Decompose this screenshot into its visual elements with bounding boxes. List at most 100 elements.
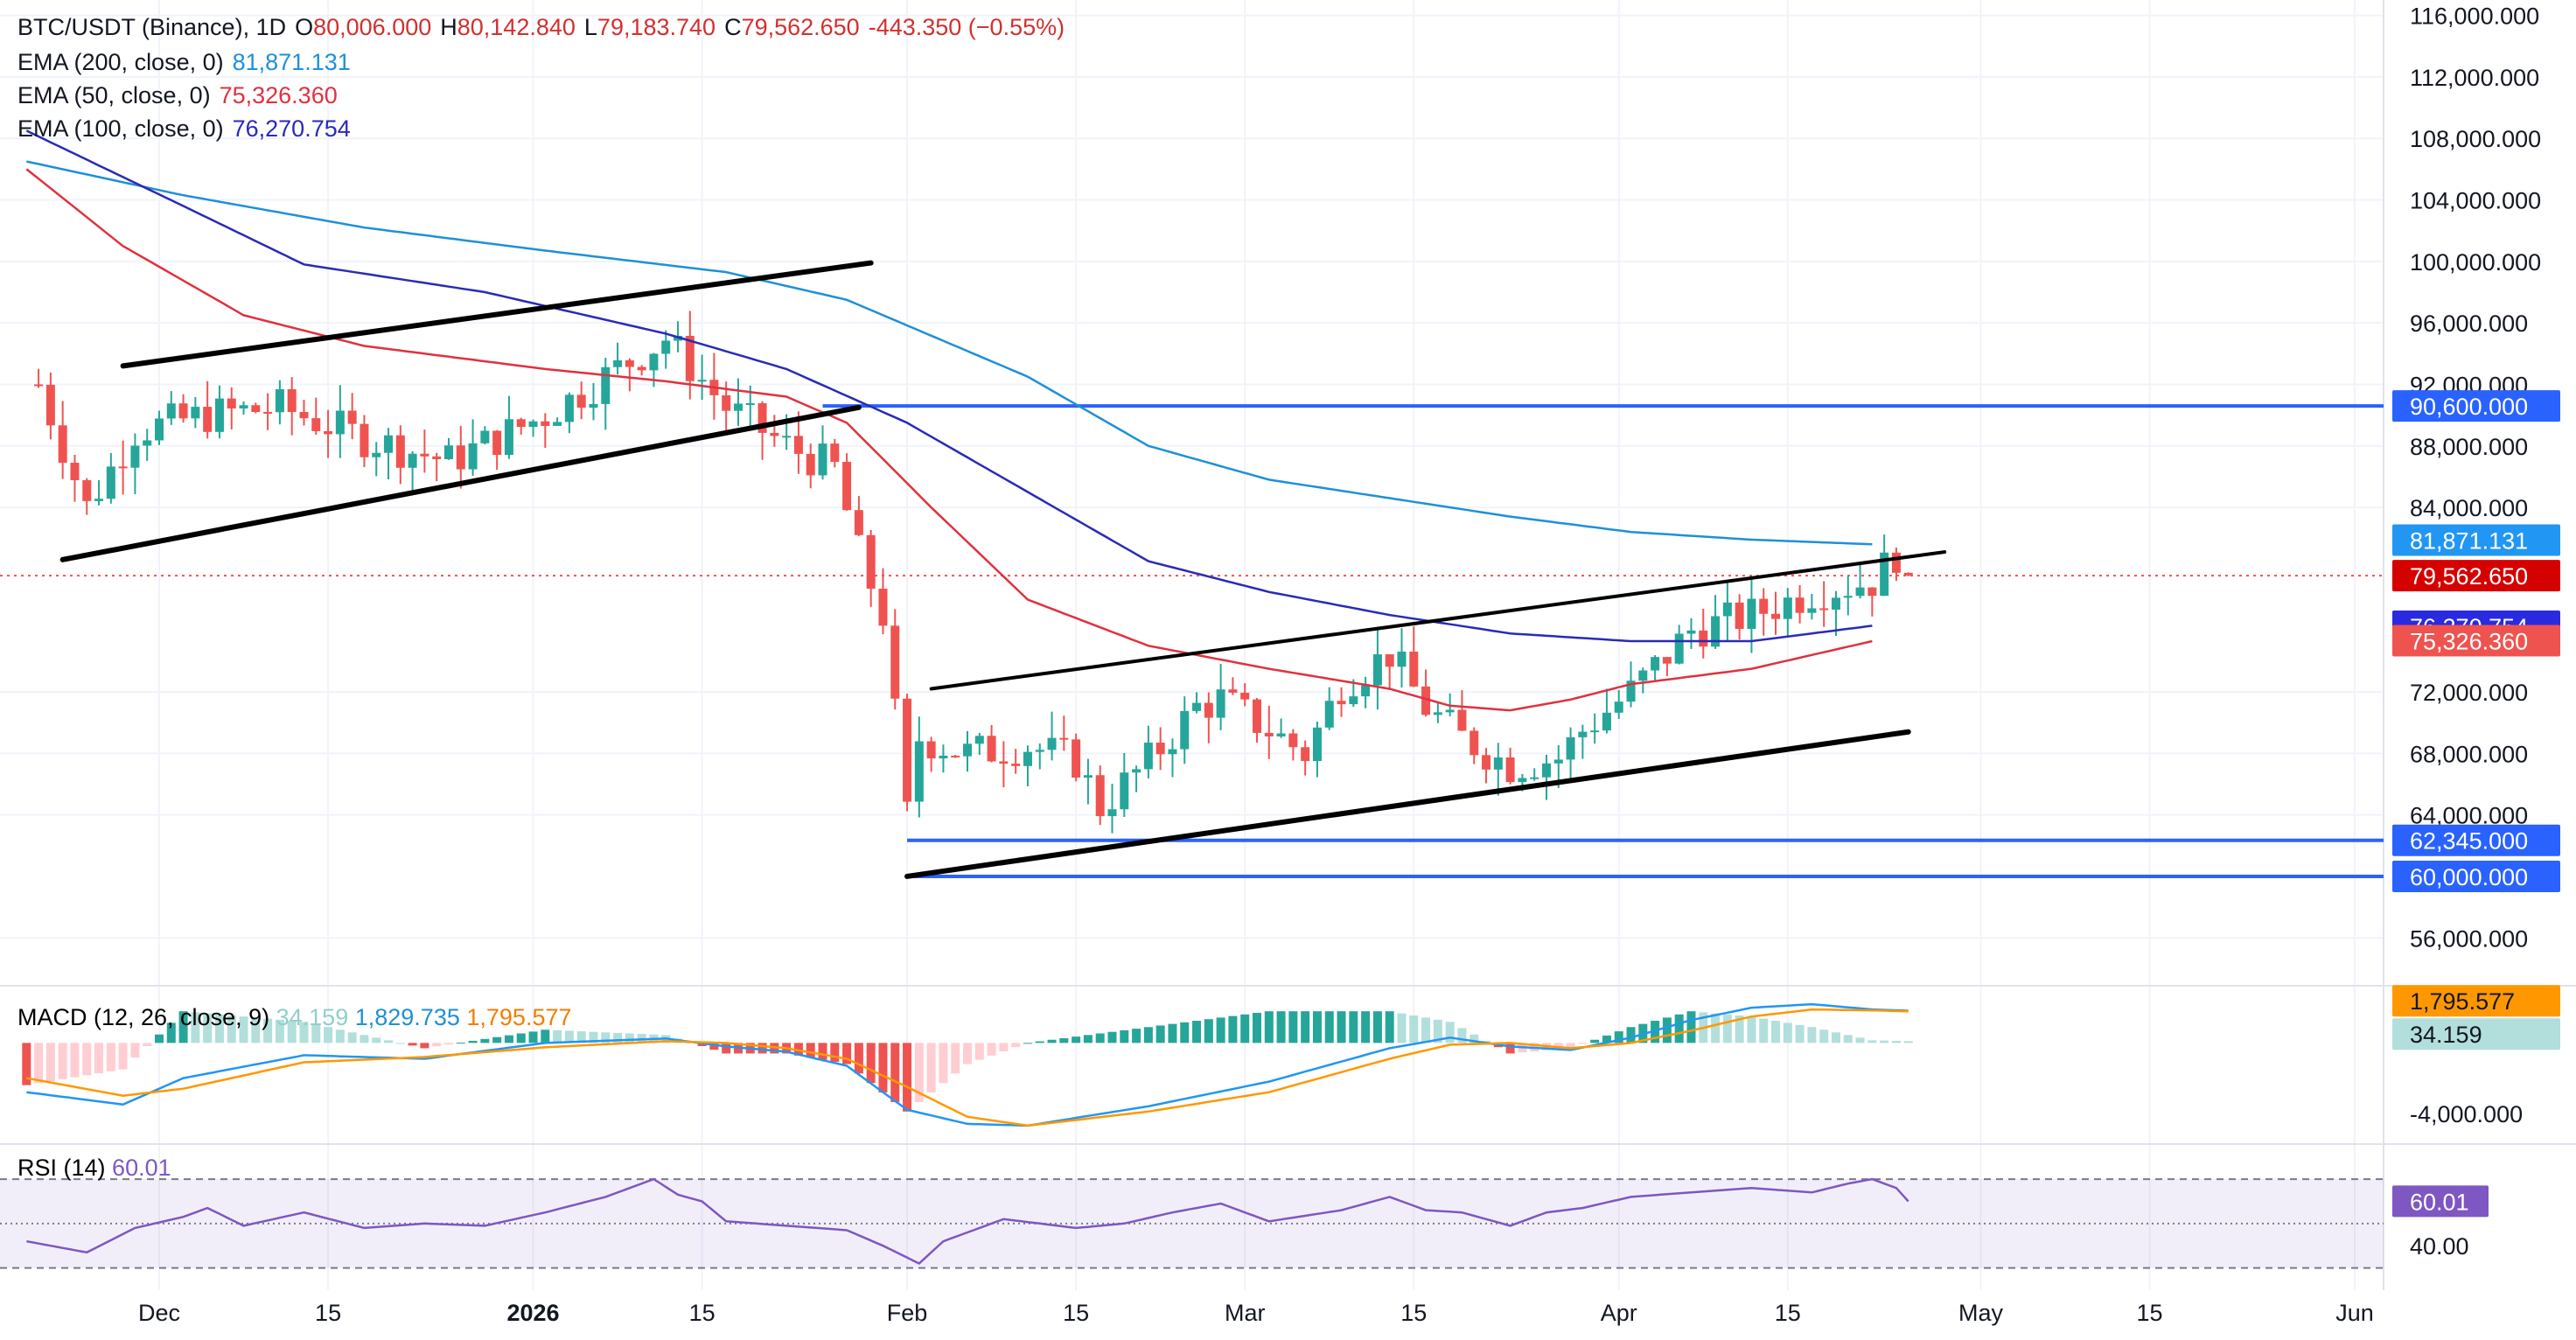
- candle-body: [203, 407, 213, 432]
- level-price-label-bg: [2392, 390, 2560, 422]
- macd-histogram-bar: [1819, 1029, 1829, 1043]
- macd-label: MACD (12, 26, close, 9): [17, 1004, 270, 1030]
- macd-histogram-bar: [443, 1043, 453, 1045]
- macd-histogram-bar: [757, 1043, 767, 1054]
- candle-body: [878, 589, 888, 626]
- candle-body: [360, 423, 369, 457]
- macd-histogram-bar: [1903, 1041, 1913, 1043]
- ema50-legend[interactable]: EMA (50, close, 0) 75,326.360: [17, 80, 346, 110]
- candle-body: [528, 421, 538, 428]
- price-tick-label: 116,000.000: [2410, 3, 2539, 30]
- level-price-label: 60,000.000: [2410, 864, 2528, 890]
- candle-body: [480, 430, 490, 443]
- macd-histogram-bar: [1035, 1041, 1044, 1043]
- candle-body: [492, 430, 502, 456]
- time-tick-label: Feb: [887, 1300, 928, 1326]
- candle-body: [1204, 702, 1213, 718]
- candle-body: [1095, 775, 1105, 817]
- trendline: [59, 404, 862, 562]
- candle-body: [432, 456, 442, 459]
- macd-histogram-bar: [1807, 1027, 1817, 1043]
- macd-histogram-bar: [347, 1032, 357, 1043]
- candle-body: [130, 445, 140, 468]
- candle-body: [1059, 737, 1069, 740]
- candle-body: [1445, 709, 1455, 713]
- macd-histogram-bar: [528, 1031, 538, 1043]
- candle-body: [625, 359, 634, 367]
- candle-body: [106, 466, 115, 499]
- macd-histogram-bar: [1095, 1033, 1105, 1043]
- candle-body: [1699, 630, 1708, 647]
- candles: [34, 311, 1913, 834]
- trendlines: [59, 260, 1947, 879]
- rsi-legend[interactable]: RSI (14) 60.01: [17, 1155, 171, 1182]
- candle-body: [118, 466, 128, 469]
- macd-histogram-bar: [155, 1034, 164, 1043]
- candle-body: [576, 394, 586, 408]
- macd-histogram-bar: [1759, 1018, 1769, 1043]
- candle-body: [613, 359, 623, 367]
- candle-body: [311, 418, 321, 431]
- macd-pane: [22, 1002, 1913, 1127]
- candle-body: [1349, 696, 1358, 705]
- price-tick-label: 56,000.000: [2410, 925, 2528, 952]
- candle-body: [914, 741, 924, 802]
- macd-histogram-bar: [118, 1043, 128, 1070]
- macd-histogram-bar: [963, 1043, 973, 1064]
- macd-histogram-bar: [974, 1043, 984, 1060]
- candle-body: [1143, 743, 1153, 770]
- candle-body: [1541, 763, 1551, 778]
- macd-histogram-bar: [1264, 1011, 1274, 1043]
- time-tick-label: 15: [689, 1300, 716, 1326]
- last-price-label: 79,562.650: [2410, 563, 2528, 590]
- macd-histogram-bar: [601, 1032, 611, 1043]
- time-axis: Dec 15 2026 15 Feb 15 Mar 15 Apr 15 May 15 Jun: [138, 1300, 2374, 1326]
- macd-legend[interactable]: MACD (12, 26, close, 9) 34.159 1,829.735…: [17, 1004, 572, 1031]
- candle-body: [1553, 759, 1563, 764]
- time-tick-label: 2026: [506, 1300, 559, 1326]
- macd-histogram-bar: [722, 1043, 731, 1054]
- candle-body: [1083, 775, 1093, 778]
- macd-histogram-bar: [914, 1043, 924, 1102]
- symbol-title: BTC/USDT (Binance), 1D: [17, 14, 287, 40]
- macd-histogram-bar: [1288, 1011, 1298, 1043]
- candle-body: [191, 407, 200, 419]
- candle-body: [1759, 598, 1769, 614]
- candle-body: [1337, 701, 1346, 705]
- macd-histogram-bar: [82, 1043, 92, 1076]
- level-price-label: 62,345.000: [2410, 828, 2528, 855]
- rsi-label: RSI (14): [17, 1155, 106, 1181]
- candle-body: [1686, 630, 1696, 634]
- ema100-legend[interactable]: EMA (100, close, 0) 76,270.754: [17, 114, 360, 143]
- macd-histogram-bar: [1662, 1017, 1672, 1043]
- candle-body: [347, 410, 357, 424]
- macd-histogram-bar: [1783, 1022, 1792, 1043]
- macd-histogram-bar: [890, 1043, 900, 1102]
- candle-body: [685, 335, 695, 381]
- macd-signal-value: 1,795.577: [466, 1004, 572, 1030]
- candle-body: [866, 534, 876, 590]
- macd-histogram-bar: [1361, 1011, 1371, 1043]
- candle-body: [1155, 743, 1165, 755]
- ema200-legend[interactable]: EMA (200, close, 0) 81,871.131: [17, 47, 360, 77]
- candle-body: [637, 366, 646, 371]
- time-tick-label: Jun: [2335, 1300, 2374, 1326]
- macd-hist-price-label: 34.159: [2410, 1022, 2482, 1048]
- candle-body: [939, 755, 948, 759]
- candle-body: [1457, 709, 1467, 731]
- macd-histogram-bar: [143, 1043, 152, 1046]
- ema200-line: [26, 160, 1873, 546]
- macd-histogram-bar: [94, 1043, 104, 1074]
- candle-body: [1626, 680, 1636, 702]
- macd-histogram-bar: [854, 1043, 863, 1074]
- macd-histogram-bar: [564, 1030, 574, 1043]
- macd-histogram-bar: [553, 1029, 562, 1043]
- macd-histogram-bar: [1301, 1011, 1310, 1043]
- macd-histogram-bar: [1626, 1027, 1636, 1043]
- macd-histogram-bar: [806, 1043, 815, 1058]
- time-tick-label: 15: [1775, 1300, 1801, 1326]
- price-tick-label: 88,000.000: [2410, 434, 2528, 460]
- macd-histogram-bar: [263, 1018, 273, 1043]
- candle-body: [589, 403, 598, 408]
